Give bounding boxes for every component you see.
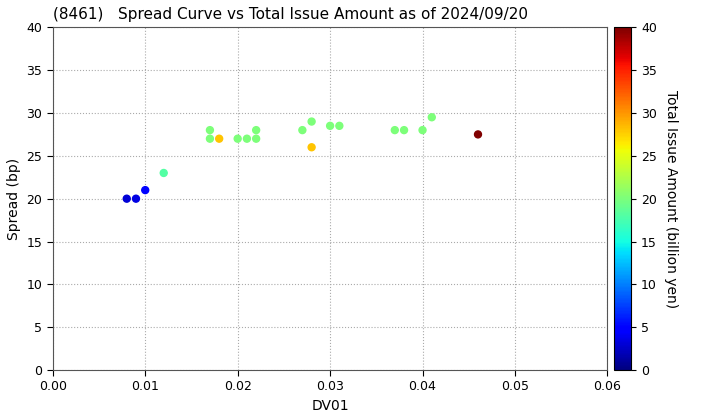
Point [204,127,216,134]
Point [472,131,484,138]
Point [389,127,400,134]
Point [324,123,336,129]
Point [306,118,318,125]
Point [333,123,345,129]
Point [241,135,253,142]
Point [158,170,169,176]
Point [251,127,262,134]
X-axis label: DV01: DV01 [311,399,349,413]
Y-axis label: Total Issue Amount (billion yen): Total Issue Amount (billion yen) [664,89,678,308]
Point [306,144,318,151]
Point [297,127,308,134]
Point [398,127,410,134]
Y-axis label: Spread (bp): Spread (bp) [7,158,21,240]
Point [213,135,225,142]
Text: (8461)   Spread Curve vs Total Issue Amount as of 2024/09/20: (8461) Spread Curve vs Total Issue Amoun… [53,7,528,22]
Point [140,187,151,194]
Point [232,135,243,142]
Point [417,127,428,134]
Point [121,195,132,202]
Point [251,135,262,142]
Point [204,135,216,142]
Point [426,114,438,121]
Point [130,195,142,202]
